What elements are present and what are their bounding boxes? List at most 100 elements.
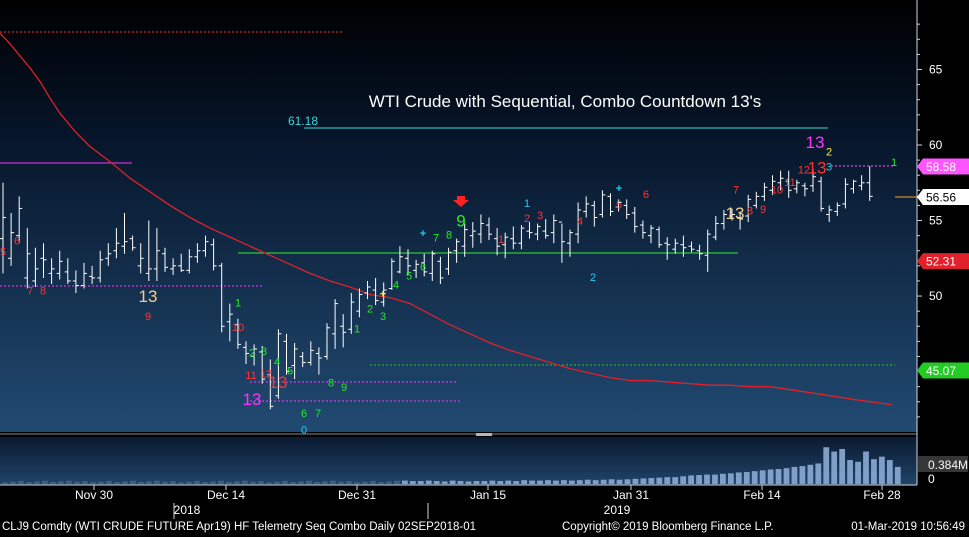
volume-bar: [576, 480, 583, 484]
ohlc-bar: [680, 235, 687, 257]
ohlc-bar: [494, 228, 501, 256]
ohlc-bar: [243, 341, 249, 365]
ohlc-bar: [761, 182, 768, 201]
ohlc-bar: [826, 205, 833, 223]
volume-bar: [130, 480, 136, 484]
ohlc-bar: [0, 182, 6, 274]
countdown-label: 0: [301, 425, 307, 437]
countdown-label: 12: [798, 165, 810, 177]
countdown-label: 2: [249, 347, 255, 359]
countdown-label: 8: [747, 205, 753, 217]
countdown-label: 2: [367, 304, 373, 316]
ohlc-bar: [712, 216, 719, 241]
volume-bar: [727, 473, 734, 484]
countdown-label: 6: [643, 189, 649, 201]
price-tag: 58.58: [917, 158, 969, 175]
panel-resize-handle[interactable]: [476, 433, 492, 436]
volume-bar: [266, 482, 272, 484]
volume-bar: [234, 481, 240, 484]
countdown-label: 11: [245, 370, 256, 382]
volume-bar: [537, 480, 543, 484]
countdown-label: 4: [393, 280, 399, 292]
ohlc-bar: [137, 243, 144, 274]
volume-bar: [839, 448, 846, 484]
ohlc-bar: [396, 246, 403, 274]
status-bar: CLJ9 Comdty (WTI CRUDE FUTURE Apr19) HF …: [0, 519, 969, 537]
ohlc-bar: [477, 214, 484, 244]
volume-bar: [568, 480, 575, 484]
volume-bar: [338, 481, 344, 484]
ohlc-bar: [558, 221, 565, 263]
countdown-label: 2: [524, 213, 530, 225]
countdown-label: 3: [261, 346, 267, 358]
ohlc-bar: [218, 262, 225, 333]
countdown-label: 3: [380, 311, 386, 323]
volume-bar: [242, 480, 248, 484]
countdown-label: 1: [354, 323, 360, 335]
volume-bar: [600, 479, 607, 484]
ohlc-bar: [186, 249, 193, 274]
x-tick-label: Feb 14: [743, 488, 781, 502]
volume-bar: [449, 480, 456, 484]
price-tag-label: 52.31: [926, 255, 956, 269]
ohlc-bar: [591, 200, 598, 227]
volume-bar: [250, 481, 256, 484]
countdown-label: 1: [498, 234, 504, 246]
volume-bar: [202, 482, 208, 484]
volume-bar: [473, 481, 480, 484]
volume-bar: [82, 481, 88, 484]
volume-bar: [656, 477, 663, 484]
countdown-label: 13: [726, 204, 745, 223]
volume-bar: [648, 478, 655, 484]
ohlc-bar: [372, 277, 379, 306]
year-label: 2018: [174, 503, 201, 517]
volume-bar: [306, 480, 312, 484]
volume-bar: [66, 480, 72, 484]
volume-bar: [783, 468, 790, 484]
ohlc-bar: [453, 238, 460, 263]
volume-bar: [545, 480, 551, 484]
ohlc-bar: [388, 258, 395, 291]
volume-bar: [592, 480, 599, 484]
volume-bar: [505, 480, 512, 484]
ohlc-bar: [729, 208, 735, 221]
ohlc-bar: [429, 250, 436, 281]
volume-bar: [704, 474, 710, 484]
ohlc-bar: [405, 249, 411, 275]
ohlc-bar: [866, 166, 873, 201]
ohlc-bar: [291, 342, 298, 380]
ohlc-bar: [105, 243, 112, 266]
volume-bar: [186, 481, 192, 484]
volume-bar: [712, 474, 718, 484]
volume-bar: [433, 481, 440, 484]
volume-bar: [90, 482, 96, 484]
volume-bar: [688, 475, 694, 484]
volume-bar: [282, 480, 288, 484]
volume-bar: [553, 480, 559, 484]
ohlc-bar: [793, 179, 800, 194]
volume-bar: [122, 481, 128, 484]
volume-bar: [871, 459, 877, 484]
volume-bar: [863, 451, 869, 484]
price-tag: 52.31: [917, 253, 969, 270]
countdown-label: 1: [235, 298, 241, 310]
ohlc-bar: [332, 299, 339, 349]
y-tick-label: 65: [929, 62, 943, 76]
volume-bar: [194, 480, 200, 484]
ohlc-bar: [48, 258, 55, 284]
countdown-label: 7: [433, 233, 439, 245]
volume-bar: [823, 447, 830, 484]
ohlc-bar: [607, 193, 614, 216]
price-tag-label: 58.58: [926, 160, 956, 174]
volume-bar: [640, 478, 647, 484]
volume-bar: [114, 482, 120, 484]
ohlc-bar: [445, 247, 452, 275]
price-tags-layer: 58.58 56.56 52.31 45.07: [917, 158, 969, 379]
volume-bar: [767, 469, 774, 484]
price-tag-label: 56.56: [926, 190, 956, 204]
countdown-label: 13: [806, 133, 825, 152]
volume-bar: [608, 479, 615, 484]
ohlc-bar: [283, 333, 290, 375]
